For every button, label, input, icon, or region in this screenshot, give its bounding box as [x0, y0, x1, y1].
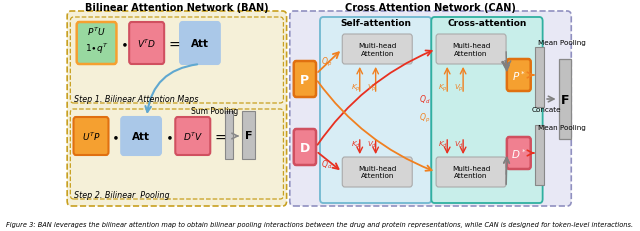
Text: $K_p$: $K_p$ — [351, 82, 360, 93]
Text: Att: Att — [132, 131, 150, 141]
Text: Multi-head
Attention: Multi-head Attention — [358, 43, 396, 56]
Text: Sum Pooling: Sum Pooling — [191, 107, 239, 116]
Text: $V_p$: $V_p$ — [367, 82, 376, 93]
FancyBboxPatch shape — [129, 23, 164, 65]
Bar — [534, 125, 544, 185]
Text: $V_d$: $V_d$ — [367, 139, 377, 149]
FancyBboxPatch shape — [342, 157, 412, 187]
Text: Step 2. Bilinear  Pooling: Step 2. Bilinear Pooling — [74, 191, 169, 200]
Bar — [559, 60, 572, 139]
Text: $K_d$: $K_d$ — [351, 139, 361, 149]
FancyBboxPatch shape — [67, 12, 287, 206]
Text: $P^TU$: $P^TU$ — [87, 26, 106, 38]
Text: Mean Pooling: Mean Pooling — [538, 125, 586, 131]
FancyBboxPatch shape — [436, 157, 506, 187]
Text: Concate: Concate — [532, 106, 561, 112]
Text: $\bullet$: $\bullet$ — [165, 130, 173, 143]
FancyBboxPatch shape — [175, 118, 211, 155]
Bar — [242, 112, 255, 159]
Text: F: F — [244, 131, 252, 140]
Text: $V^TD$: $V^TD$ — [137, 38, 156, 50]
FancyBboxPatch shape — [294, 62, 316, 97]
Text: $K_d$: $K_d$ — [438, 139, 448, 149]
Text: Multi-head
Attention: Multi-head Attention — [358, 166, 396, 179]
FancyBboxPatch shape — [70, 18, 284, 103]
Bar — [534, 48, 544, 108]
FancyBboxPatch shape — [507, 137, 531, 169]
FancyBboxPatch shape — [294, 129, 316, 165]
FancyBboxPatch shape — [290, 12, 572, 206]
Text: $U^TP$: $U^TP$ — [82, 130, 100, 143]
Text: $D^TV$: $D^TV$ — [182, 130, 203, 143]
Text: $=$: $=$ — [212, 129, 227, 143]
Text: $Q_p$: $Q_p$ — [321, 55, 332, 68]
Text: Att: Att — [191, 39, 209, 49]
Text: $P^*$: $P^*$ — [512, 69, 525, 82]
Text: $V_d$: $V_d$ — [454, 139, 464, 149]
Text: Cross Attention Network (CAN): Cross Attention Network (CAN) — [345, 3, 516, 13]
Text: F: F — [561, 93, 569, 106]
Text: $V_p$: $V_p$ — [454, 82, 464, 93]
Text: Self-attention: Self-attention — [340, 19, 411, 28]
Text: Multi-head
Attention: Multi-head Attention — [452, 43, 490, 56]
Text: $K_p$: $K_p$ — [438, 82, 448, 93]
Text: Multi-head
Attention: Multi-head Attention — [452, 166, 490, 179]
FancyBboxPatch shape — [431, 18, 543, 203]
Text: $D^*$: $D^*$ — [511, 146, 527, 160]
FancyBboxPatch shape — [77, 23, 116, 65]
Bar — [225, 112, 232, 159]
Text: Figure 3: BAN leverages the bilinear attention map to obtain bilinear pooling in: Figure 3: BAN leverages the bilinear att… — [6, 221, 634, 227]
Text: Mean Pooling: Mean Pooling — [538, 40, 586, 46]
FancyBboxPatch shape — [342, 35, 412, 65]
Text: Step 1. Bilinear Attention Maps: Step 1. Bilinear Attention Maps — [74, 95, 198, 104]
Text: $Q_p$: $Q_p$ — [419, 111, 431, 124]
Text: D: D — [300, 141, 310, 154]
FancyBboxPatch shape — [436, 35, 506, 65]
Text: P: P — [300, 73, 310, 86]
Text: $1{\bullet}q^T$: $1{\bullet}q^T$ — [84, 42, 108, 56]
Text: $\bullet$: $\bullet$ — [120, 37, 127, 50]
Text: Bilinear Attention Network (BAN): Bilinear Attention Network (BAN) — [85, 3, 269, 13]
FancyBboxPatch shape — [180, 23, 220, 65]
Text: $\bullet$: $\bullet$ — [111, 130, 119, 143]
FancyBboxPatch shape — [121, 118, 161, 155]
Text: $Q_d$: $Q_d$ — [419, 93, 431, 106]
FancyBboxPatch shape — [70, 109, 284, 199]
FancyBboxPatch shape — [507, 60, 531, 92]
Text: $Q_d$: $Q_d$ — [321, 158, 332, 170]
Text: $=$: $=$ — [166, 37, 181, 51]
FancyBboxPatch shape — [74, 118, 109, 155]
FancyBboxPatch shape — [320, 18, 431, 203]
Text: Cross-attention: Cross-attention — [447, 19, 527, 28]
